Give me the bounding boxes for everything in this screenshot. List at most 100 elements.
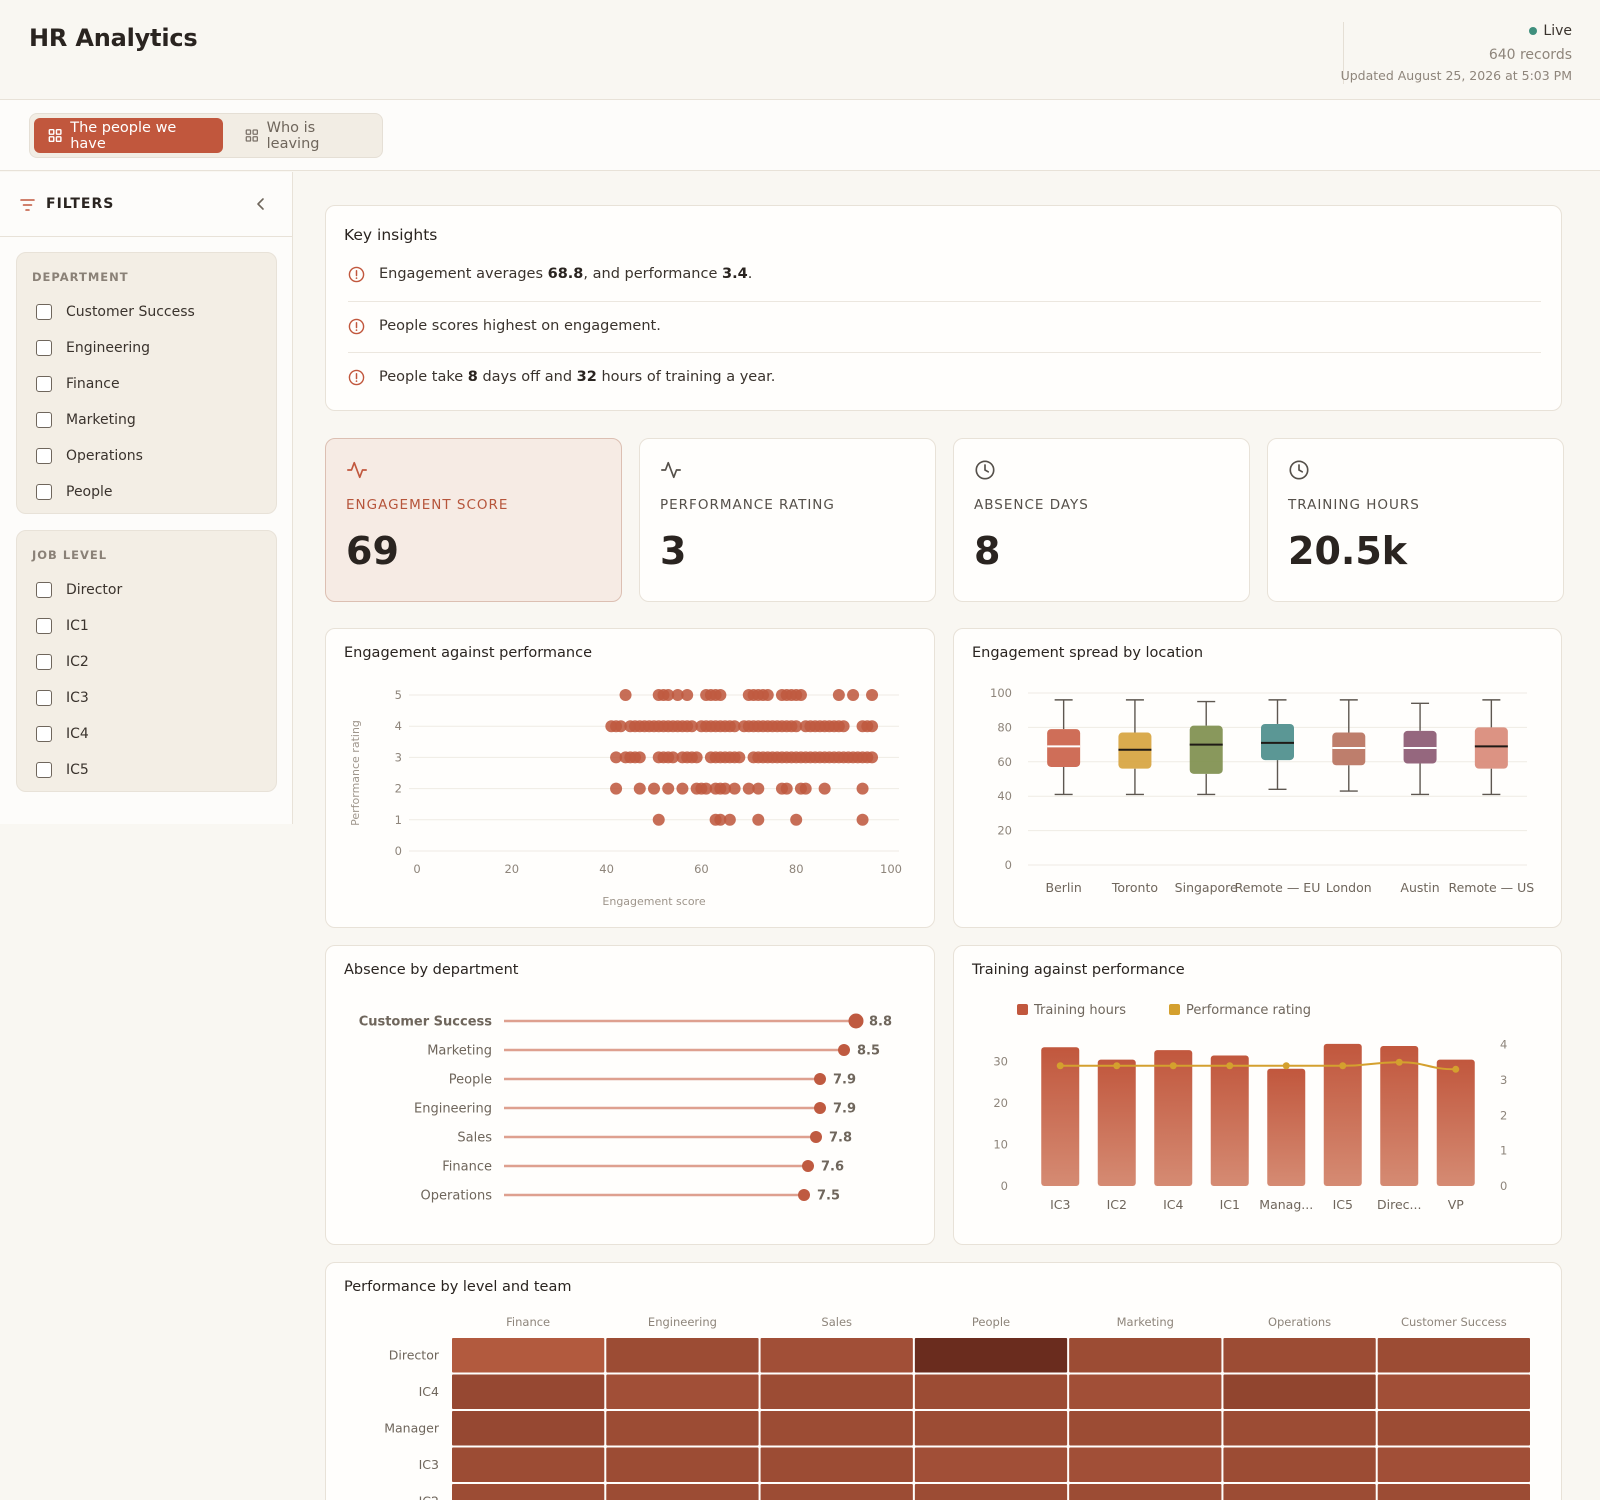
filter-option[interactable]: Engineering — [36, 337, 150, 359]
checkbox[interactable] — [36, 448, 52, 464]
filter-option[interactable]: Finance — [36, 373, 120, 395]
bar — [1267, 1068, 1306, 1186]
heatmap-cell — [760, 1447, 913, 1482]
tab-the-people-we-have[interactable]: The people we have — [34, 118, 223, 153]
filter-option[interactable]: IC1 — [36, 615, 89, 637]
filter-option[interactable]: Director — [36, 579, 122, 601]
scatter-point — [761, 689, 774, 701]
scatter-point — [719, 782, 732, 795]
checkbox[interactable] — [36, 484, 52, 500]
filter-option[interactable]: IC5 — [36, 759, 89, 781]
checkbox[interactable] — [36, 690, 52, 706]
kpi-engagement-score[interactable]: ENGAGEMENT SCORE 69 — [325, 438, 622, 602]
filter-option[interactable]: IC3 — [36, 687, 89, 709]
category-label: Marketing — [427, 1044, 492, 1059]
scatter-point — [662, 782, 675, 795]
kpi-value: 3 — [660, 529, 687, 573]
scatter-point — [666, 751, 679, 764]
filter-option-label: Finance — [66, 376, 120, 392]
x-tick-label: London — [1326, 880, 1372, 895]
lollipop-dot — [814, 1102, 826, 1114]
scatter-point — [619, 689, 632, 701]
job-level-filter-group: JOB LEVEL Director IC1 IC2 IC3 IC4 IC5 — [16, 530, 277, 792]
kpi-label: ENGAGEMENT SCORE — [346, 497, 509, 513]
x-tick-label: Austin — [1400, 880, 1439, 895]
checkbox[interactable] — [36, 618, 52, 634]
insight-text: People take 8 days off and 32 hours of t… — [379, 369, 776, 385]
lollipop-dot — [798, 1189, 810, 1201]
checkbox[interactable] — [36, 654, 52, 670]
kpi-training-hours[interactable]: TRAINING HOURS 20.5k — [1267, 438, 1564, 602]
checkbox[interactable] — [36, 412, 52, 428]
checkbox[interactable] — [36, 376, 52, 392]
x-tick-label: Singapore — [1175, 880, 1238, 895]
legend-label-training: Training hours — [1033, 1003, 1126, 1018]
scatter-point — [790, 720, 803, 733]
y-tick-label: 2 — [395, 782, 402, 796]
checkbox[interactable] — [36, 726, 52, 742]
performance-point — [1169, 1062, 1177, 1070]
legend-swatch-performance — [1169, 1004, 1180, 1015]
filter-option[interactable]: Customer Success — [36, 301, 195, 323]
tab-label: The people we have — [70, 119, 177, 152]
checkbox[interactable] — [36, 304, 52, 320]
scatter-point — [671, 689, 684, 701]
filters-title: FILTERS — [46, 196, 115, 212]
heatmap-cell — [914, 1447, 1068, 1482]
heatmap-cell — [760, 1338, 913, 1373]
filter-option[interactable]: Marketing — [36, 409, 136, 431]
scatter-point — [794, 689, 807, 701]
clock-icon — [1289, 460, 1309, 480]
scatter-point — [648, 782, 660, 795]
checkbox[interactable] — [36, 340, 52, 356]
live-indicator-icon — [1529, 27, 1538, 35]
category-label: Sales — [457, 1131, 492, 1146]
filter-option[interactable]: Operations — [36, 445, 143, 467]
y-axis-label: Performance rating — [349, 720, 362, 826]
performance-point — [1282, 1062, 1290, 1070]
x-axis-label: Engagement score — [602, 895, 705, 908]
scatter-point — [728, 782, 741, 795]
kpi-absence-days[interactable]: ABSENCE DAYS 8 — [953, 438, 1250, 602]
heatmap-cell — [760, 1484, 913, 1500]
kpi-value: 8 — [974, 529, 1001, 573]
heatmap-cell — [606, 1338, 759, 1373]
kpi-performance-rating[interactable]: PERFORMANCE RATING 3 — [639, 438, 936, 602]
filters-header: FILTERS — [0, 172, 292, 237]
category-label: Customer Success — [359, 1015, 493, 1030]
x-tick-label: 0 — [413, 862, 420, 876]
scatter-point — [847, 689, 860, 701]
filter-option[interactable]: IC2 — [36, 651, 89, 673]
filter-option[interactable]: People — [36, 481, 113, 503]
scatter-point — [752, 813, 765, 826]
insight-item: People take 8 days off and 32 hours of t… — [348, 365, 775, 389]
value-label: 7.8 — [829, 1131, 852, 1146]
checkbox[interactable] — [36, 762, 52, 778]
category-label: Finance — [442, 1160, 492, 1175]
lollipop-dot — [848, 1013, 864, 1029]
scatter-point — [610, 751, 623, 764]
filter-option[interactable]: IC4 — [36, 723, 89, 745]
insight-divider — [348, 301, 1541, 302]
chevron-left-icon[interactable] — [253, 196, 269, 212]
bar — [1210, 1055, 1249, 1186]
value-label: 7.9 — [833, 1102, 856, 1117]
scatter-point — [633, 751, 646, 764]
lollipop-dot — [802, 1160, 814, 1172]
tab-who-is-leaving[interactable]: Who is leaving — [231, 118, 377, 153]
performance-point — [1452, 1065, 1460, 1073]
filters-sidebar: FILTERS DEPARTMENT Customer Success Engi… — [0, 172, 293, 824]
checkbox[interactable] — [36, 582, 52, 598]
scatter-point — [790, 813, 803, 826]
activity-icon — [347, 461, 367, 479]
lollipop-dot — [814, 1073, 826, 1085]
scatter-point — [733, 751, 746, 764]
insight-text: Engagement averages 68.8, and performanc… — [379, 266, 753, 282]
heatmap-cell — [452, 1447, 605, 1482]
legend-label-performance: Performance rating — [1186, 1003, 1311, 1018]
value-label: 7.6 — [821, 1160, 844, 1175]
heatmap-cell — [1069, 1447, 1222, 1482]
filter-option-label: People — [66, 484, 113, 500]
heatmap-cell — [1377, 1484, 1530, 1500]
